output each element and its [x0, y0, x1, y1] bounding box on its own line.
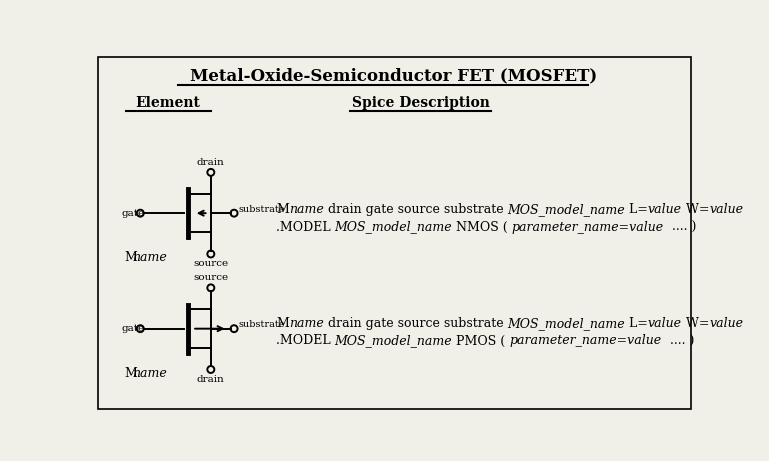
Text: substrate: substrate — [238, 205, 285, 214]
Text: MOS_model_name: MOS_model_name — [335, 220, 452, 234]
Text: value: value — [709, 203, 743, 216]
Text: gate: gate — [122, 209, 145, 218]
Text: value: value — [647, 203, 681, 216]
Text: Spice Description: Spice Description — [352, 96, 490, 110]
Text: name: name — [132, 367, 168, 380]
Text: MOS_model_name: MOS_model_name — [508, 317, 624, 330]
Text: value: value — [709, 317, 743, 330]
Text: gate: gate — [122, 324, 145, 333]
Text: MOS_model_name: MOS_model_name — [508, 203, 624, 216]
Text: drain gate source substrate: drain gate source substrate — [324, 203, 508, 216]
Text: L=: L= — [624, 203, 647, 216]
Text: L=: L= — [624, 317, 647, 330]
Text: W=: W= — [681, 203, 709, 216]
Text: .... ): .... ) — [664, 220, 697, 234]
Text: Metal-Oxide-Semiconductor FET (MOSFET): Metal-Oxide-Semiconductor FET (MOSFET) — [190, 68, 598, 85]
Text: Element: Element — [136, 96, 201, 110]
Text: source: source — [193, 260, 228, 268]
Text: name: name — [289, 203, 324, 216]
Text: name: name — [289, 317, 324, 330]
Text: M: M — [125, 367, 138, 380]
Text: parameter_name=value: parameter_name=value — [512, 220, 664, 234]
Text: MOS_model_name: MOS_model_name — [335, 335, 452, 348]
Text: M: M — [125, 251, 138, 264]
Text: .MODEL: .MODEL — [276, 335, 335, 348]
Text: M: M — [276, 317, 289, 330]
Text: drain: drain — [197, 158, 225, 167]
Text: value: value — [647, 317, 681, 330]
Text: PMOS (: PMOS ( — [452, 335, 509, 348]
Text: drain gate source substrate: drain gate source substrate — [324, 317, 508, 330]
Text: M: M — [276, 203, 289, 216]
Text: parameter_name=value: parameter_name=value — [509, 335, 661, 348]
Text: source: source — [193, 273, 228, 282]
Text: substrate: substrate — [238, 320, 285, 329]
Text: name: name — [132, 251, 168, 264]
Text: NMOS (: NMOS ( — [452, 220, 512, 234]
Text: drain: drain — [197, 375, 225, 384]
Text: .MODEL: .MODEL — [276, 220, 335, 234]
Text: W=: W= — [681, 317, 709, 330]
Text: .... ): .... ) — [661, 335, 694, 348]
